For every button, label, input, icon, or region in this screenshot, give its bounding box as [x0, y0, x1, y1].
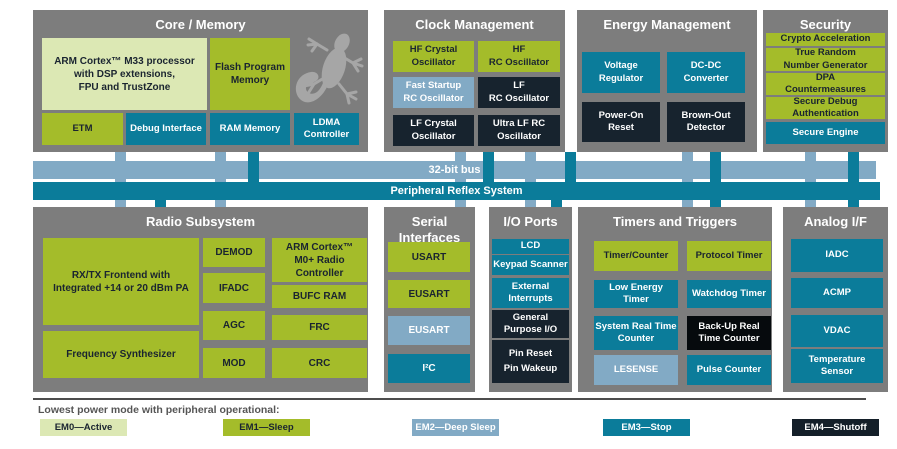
block-demod: DEMOD [203, 238, 265, 267]
block-temperature-sensor: Temperature Sensor [791, 349, 883, 383]
block-fast-startup-rc-oscillator: Fast Startup RC Oscillator [393, 77, 474, 108]
block-hf-rc-oscillator: HF RC Oscillator [478, 41, 560, 72]
block-external-interrupts: External Interrupts [492, 278, 569, 308]
block-etm: ETM [42, 113, 123, 145]
legend-divider [33, 398, 866, 400]
block-flash-program-memory: Flash Program Memory [210, 38, 290, 110]
bus-connector [525, 152, 536, 207]
block-debug-interface: Debug Interface [126, 113, 206, 145]
block-bufc-ram: BUFC RAM [272, 285, 367, 308]
block-voltage-regulator: Voltage Regulator [582, 52, 660, 93]
label-pin-wakeup: Pin Wakeup [503, 363, 558, 375]
block-dpa-countermeasures: DPA Countermeasures [766, 72, 885, 95]
block-arm-cortex-m33: ARM Cortex™ M33 processor with DSP exten… [42, 38, 207, 110]
legend-chip-em1: EM1—Sleep [223, 419, 310, 436]
section-title-analog-if: Analog I/F [804, 214, 867, 229]
block-hf-crystal-oscillator: HF Crystal Oscillator [393, 41, 474, 72]
block-lcd: LCD [492, 239, 569, 254]
bus-connector [483, 152, 494, 200]
block-agc: AGC [203, 311, 265, 340]
bus-connector [565, 152, 576, 200]
section-analog-if: Analog I/F IADC ACMP VDAC Temperature Se… [783, 207, 888, 392]
section-core-memory: Core / Memory ARM Cortex™ M33 processor … [33, 10, 368, 152]
block-rxtx-frontend: RX/TX Frontend with Integrated +14 or 20… [43, 238, 199, 325]
section-energy-management: Energy Management Voltage Regulator DC-D… [577, 10, 757, 152]
block-keypad-scanner: Keypad Scanner [492, 255, 569, 275]
block-iadc: IADC [791, 239, 883, 272]
block-vdac: VDAC [791, 315, 883, 347]
section-title-security: Security [799, 17, 852, 32]
section-title-serial-interfaces: Serial Interfaces [398, 214, 461, 246]
block-crc: CRC [272, 348, 367, 378]
block-usart: USART [388, 242, 470, 272]
block-protocol-timer: Protocol Timer [687, 241, 771, 271]
block-ifadc: IFADC [203, 273, 265, 303]
block-lf-rc-oscillator: LF RC Oscillator [478, 77, 560, 108]
block-crypto-acceleration: Crypto Acceleration [766, 33, 885, 46]
gecko-logo-icon [295, 33, 364, 105]
block-mod: MOD [203, 348, 265, 378]
block-ultra-lf-rc-oscillator: Ultra LF RC Oscillator [478, 115, 560, 146]
block-system-real-time-counter: System Real Time Counter [594, 316, 678, 350]
section-io-ports: I/O Ports LCD Keypad Scanner External In… [489, 207, 572, 392]
block-ram-memory: RAM Memory [210, 113, 290, 145]
block-eusart-em1: EUSART [388, 280, 470, 308]
block-frequency-synthesizer: Frequency Synthesizer [43, 331, 199, 378]
bus-connector [682, 152, 693, 207]
block-backup-real-time-counter: Back-Up Real Time Counter [687, 316, 771, 350]
bus-peripheral-reflex-system: Peripheral Reflex System [33, 182, 880, 200]
block-lesense: LESENSE [594, 355, 678, 385]
section-clock-management: Clock Management HF Crystal Oscillator H… [384, 10, 565, 152]
label-pin-reset: Pin Reset [508, 347, 553, 359]
bus-connector [710, 152, 721, 207]
block-secure-engine: Secure Engine [766, 122, 885, 144]
block-lf-crystal-oscillator: LF Crystal Oscillator [393, 115, 474, 146]
bus-32bit: 32-bit bus [33, 161, 876, 179]
block-power-on-reset: Power-On Reset [582, 102, 660, 142]
bus-32bit-label: 32-bit bus [428, 164, 481, 176]
section-title-io-ports: I/O Ports [503, 214, 558, 229]
block-frc: FRC [272, 315, 367, 340]
bus-connector [215, 152, 226, 207]
bus-connector [455, 152, 466, 207]
block-watchdog-timer: Watchdog Timer [687, 280, 771, 308]
section-timers-triggers: Timers and Triggers Timer/Counter Protoc… [578, 207, 772, 392]
bus-connector [248, 152, 259, 200]
section-title-radio-subsystem: Radio Subsystem [145, 214, 256, 229]
block-dc-dc-converter: DC-DC Converter [667, 52, 745, 93]
block-timer-counter: Timer/Counter [594, 241, 678, 271]
block-arm-cortex-m0plus-radio-controller: ARM Cortex™ M0+ Radio Controller [272, 238, 367, 282]
legend-chip-em4: EM4—Shutoff [792, 419, 879, 436]
section-radio-subsystem: Radio Subsystem RX/TX Frontend with Inte… [33, 207, 368, 392]
section-title-timers-triggers: Timers and Triggers [612, 214, 738, 229]
bus-connector [805, 152, 816, 207]
block-i2c: I²C [388, 354, 470, 383]
block-true-random-number-generator: True Random Number Generator [766, 47, 885, 71]
bus-connector [115, 152, 126, 207]
bus-connector [848, 152, 859, 207]
block-acmp: ACMP [791, 278, 883, 308]
block-general-purpose-io: General Purpose I/O [492, 310, 569, 338]
block-eusart-em2: EUSART [388, 316, 470, 345]
section-title-clock-management: Clock Management [415, 17, 534, 32]
block-brown-out-detector: Brown-Out Detector [667, 102, 745, 142]
block-low-energy-timer: Low Energy Timer [594, 280, 678, 308]
section-serial-interfaces: Serial Interfaces USART EUSART EUSART I²… [384, 207, 475, 392]
block-pin-reset-wakeup: Pin Reset Pin Wakeup [492, 340, 569, 383]
block-ldma-controller: LDMA Controller [294, 113, 359, 145]
legend-caption: Lowest power mode with peripheral operat… [38, 404, 280, 416]
legend-chip-em0: EM0—Active [40, 419, 127, 436]
section-security: Security Crypto Acceleration True Random… [763, 10, 888, 152]
block-secure-debug-authentication: Secure Debug Authentication [766, 96, 885, 119]
section-title-energy-management: Energy Management [603, 17, 731, 32]
block-pulse-counter: Pulse Counter [687, 355, 771, 385]
section-title-core-memory: Core / Memory [155, 17, 246, 32]
legend-chip-em2: EM2—Deep Sleep [412, 419, 499, 436]
bus-prs-label: Peripheral Reflex System [390, 185, 523, 197]
legend-chip-em3: EM3—Stop [603, 419, 690, 436]
